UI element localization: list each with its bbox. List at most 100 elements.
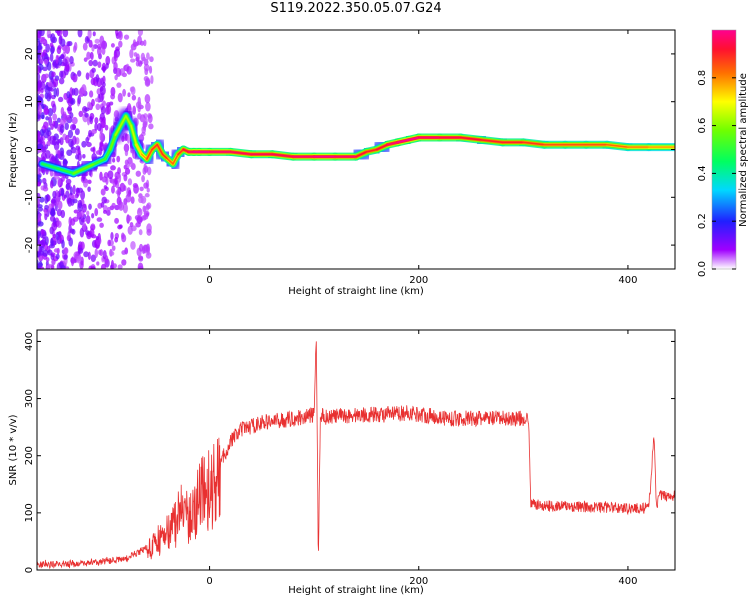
noise-blob [53,248,59,253]
noise-blob [52,233,57,239]
noise-blob [139,186,144,192]
snr-ytick-label: 300 [24,389,35,408]
noise-blob [58,35,63,45]
noise-blob [85,72,90,80]
noise-blob [85,215,91,224]
noise-blob [121,259,127,266]
noise-blob [80,190,86,200]
noise-blob [110,93,116,100]
spectrogram-ytick-label: 10 [24,95,35,108]
noise-blob [58,96,64,103]
noise-blob [37,262,43,267]
noise-blob [57,138,62,144]
noise-blob [81,84,87,95]
spectrogram-xtick-label: 0 [206,275,212,286]
noise-blob [131,94,137,101]
noise-blob [46,30,51,39]
ridge-segment [125,115,132,127]
spectrogram-axes: 0 200 400 -20 -10 0 10 20 [24,30,675,286]
noise-blob [104,186,109,192]
ridge-segment [93,158,106,165]
noise-blob [81,203,87,213]
noise-blob [116,82,122,88]
noise-blob [78,110,84,118]
ridge-segment [135,143,143,156]
noise-blob [109,251,115,256]
ridge-segment [397,139,410,144]
noise-blob [60,106,65,116]
noise-blob [142,214,149,220]
noise-blob [86,231,92,240]
noise-blob [94,248,98,259]
noise-blob [49,180,54,189]
noise-blob [99,141,104,148]
noise-blob [123,185,127,191]
noise-blob [92,31,96,37]
noise-blob [137,30,144,37]
noise-blob [86,51,91,60]
noise-blob [137,262,144,269]
noise-blob [77,94,82,105]
noise-blob [143,205,147,216]
ridge-segment [104,148,112,160]
noise-blob [77,202,83,212]
noise-blob [39,36,45,43]
noise-blob [103,209,107,214]
noise-blob [85,136,90,144]
noise-blob [59,261,64,268]
noise-blob [43,107,49,116]
noise-blob [88,129,92,138]
noise-blob [138,243,144,252]
spectrogram-plot-area [37,30,675,269]
colorbar-tick-label: 0.0 [697,261,708,277]
noise-blob [59,124,65,134]
noise-blob [52,113,58,121]
noise-blob [148,123,154,130]
noise-blob [52,103,57,114]
noise-blob [66,106,72,112]
noise-blob [146,228,152,236]
spectrogram-chart: 0 200 400 -20 -10 0 10 20 Height of straight li… [8,29,749,297]
ridge-segment [355,151,368,158]
noise-blob [104,124,109,131]
snr-xtick-label: 0 [206,576,212,587]
noise-blob [57,149,61,160]
noise-blob [121,234,127,243]
noise-blob [114,177,118,185]
noise-blob [44,194,49,204]
ridge-segment [72,167,85,175]
noise-blob [105,62,109,69]
noise-blob [121,250,127,255]
noise-blob [50,46,55,55]
noise-blob [88,59,94,67]
ridge-segment [161,153,169,160]
noise-blob [99,85,106,96]
noise-blob [149,65,153,74]
noise-blob [115,30,119,37]
noise-blob [56,220,62,228]
noise-blob [84,107,90,112]
noise-blob [51,71,56,78]
spectrogram-ytick-label: -20 [24,237,35,253]
noise-blob [82,153,86,159]
noise-blob [123,34,130,40]
ridge-segment [182,148,190,153]
noise-blob [105,176,109,186]
noise-blob [56,231,62,236]
noise-blob [122,203,128,214]
noise-blob [126,65,132,75]
noise-blob [65,134,70,144]
noise-blob [107,206,111,212]
ridge-segment [109,134,117,151]
noise-blob [37,105,42,116]
noise-blob [137,113,142,120]
noise-blob [117,167,121,175]
snr-xlabel: Height of straight line (km) [288,585,424,596]
noise-blob [72,198,78,204]
noise-blob [50,208,56,217]
noise-blob [132,183,139,189]
noise-blob [71,228,76,235]
noise-blob [67,197,73,207]
noise-blob [94,208,99,217]
noise-blob [117,264,123,269]
